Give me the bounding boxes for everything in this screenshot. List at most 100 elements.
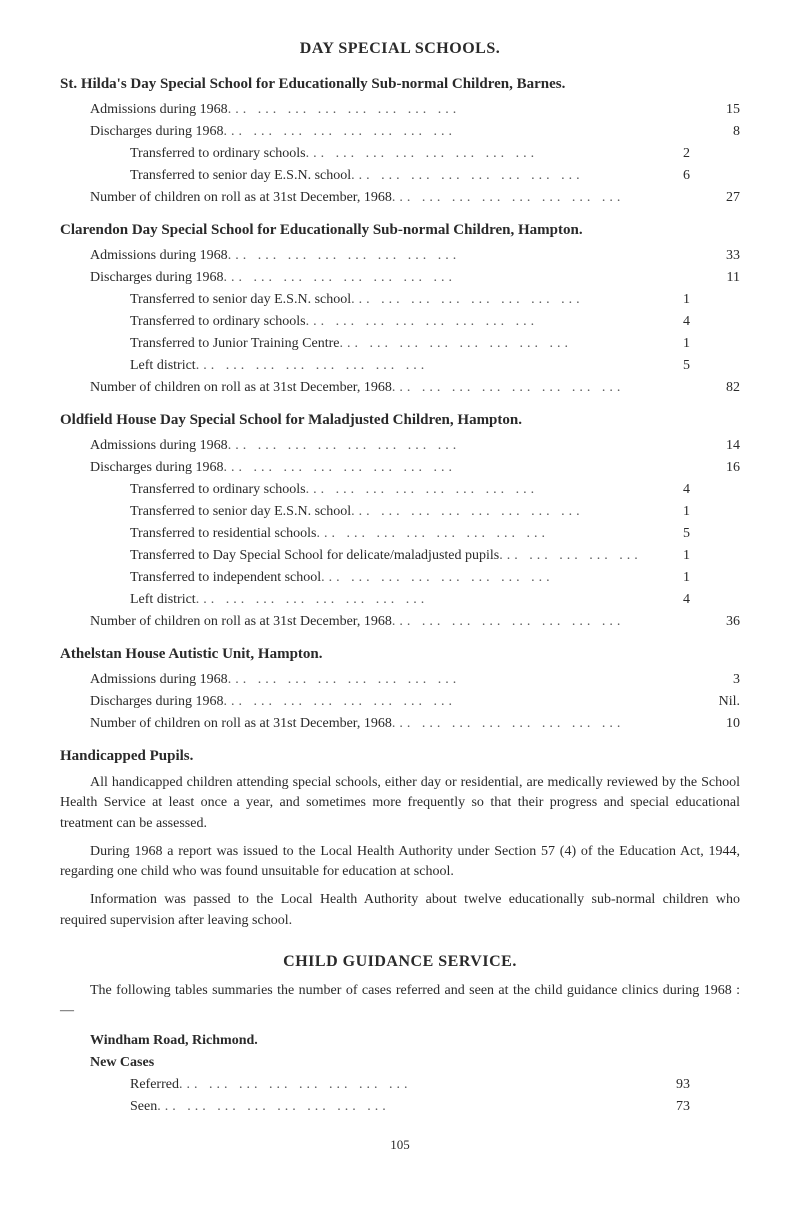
row-inner-value [640, 121, 690, 142]
row-inner-value: 4 [640, 589, 690, 610]
data-row: Transferred to independent school1 [60, 567, 740, 588]
data-row: Discharges during 1968 16 [60, 457, 740, 478]
leader-dots [228, 435, 640, 456]
data-row: Referred 93 [60, 1074, 740, 1095]
document-page: DAY SPECIAL SCHOOLS. St. Hilda's Day Spe… [0, 0, 800, 1183]
row-label: Admissions during 1968 [90, 669, 228, 690]
leader-dots [392, 377, 640, 398]
row-label: Transferred to Day Special School for de… [130, 545, 499, 566]
row-inner-value: 6 [640, 165, 690, 186]
row-outer-value [690, 143, 740, 164]
row-outer-value: 36 [690, 611, 740, 632]
row-outer-value: 14 [690, 435, 740, 456]
row-inner-value [640, 99, 690, 120]
data-row: Transferred to senior day E.S.N. school 1 [60, 289, 740, 310]
data-row: Transferred to ordinary schools4 [60, 479, 740, 500]
row-outer-value: 8 [690, 121, 740, 142]
row-inner-value: 93 [640, 1074, 690, 1095]
school-title: Clarendon Day Special School for Educati… [60, 222, 740, 239]
main-title: DAY SPECIAL SCHOOLS. [60, 40, 740, 58]
leader-dots [392, 713, 640, 734]
row-outer-value [690, 479, 740, 500]
row-outer-value [690, 501, 740, 522]
row-inner-value [640, 457, 690, 478]
row-outer-value [690, 1096, 740, 1117]
row-label: Discharges during 1968 [90, 457, 224, 478]
row-outer-value: 33 [690, 245, 740, 266]
row-label: Left district [130, 589, 196, 610]
data-row: Transferred to Day Special School for de… [60, 545, 740, 566]
data-row: Number of children on roll as at 31st De… [60, 611, 740, 632]
leader-dots [306, 311, 640, 332]
school-title: St. Hilda's Day Special School for Educa… [60, 76, 740, 93]
data-row: Discharges during 196811 [60, 267, 740, 288]
row-label: Number of children on roll as at 31st De… [90, 377, 392, 398]
row-inner-value: 1 [640, 289, 690, 310]
row-outer-value [690, 311, 740, 332]
row-label: Seen [130, 1096, 157, 1117]
row-inner-value [640, 713, 690, 734]
row-label: Transferred to independent school [130, 567, 321, 588]
row-label: Admissions during 1968 [90, 435, 228, 456]
data-row: Transferred to Junior Training Centre 1 [60, 333, 740, 354]
row-label: Discharges during 1968 [90, 121, 224, 142]
leader-dots [157, 1096, 640, 1117]
data-row: Transferred to senior day E.S.N. school 1 [60, 501, 740, 522]
row-outer-value: 10 [690, 713, 740, 734]
guidance-intro: The following tables summaries the numbe… [60, 981, 740, 1022]
row-inner-value [640, 611, 690, 632]
row-label: Transferred to senior day E.S.N. school [130, 501, 351, 522]
handicapped-title: Handicapped Pupils. [60, 748, 740, 765]
leader-dots [224, 121, 641, 142]
leader-dots [196, 355, 640, 376]
row-inner-value [640, 267, 690, 288]
row-inner-value: 1 [640, 333, 690, 354]
row-inner-value: 5 [640, 355, 690, 376]
data-row: Number of children on roll as at 31st De… [60, 377, 740, 398]
data-row: Discharges during 1968 Nil. [60, 691, 740, 712]
leader-dots [179, 1074, 640, 1095]
row-outer-value [690, 289, 740, 310]
guidance-location-row: Windham Road, Richmond. [60, 1030, 740, 1051]
schools-container: St. Hilda's Day Special School for Educa… [60, 76, 740, 734]
row-label: Number of children on roll as at 31st De… [90, 713, 392, 734]
row-label: Transferred to ordinary schools [130, 143, 306, 164]
leader-dots [321, 567, 640, 588]
data-row: Discharges during 1968 8 [60, 121, 740, 142]
school-title: Oldfield House Day Special School for Ma… [60, 412, 740, 429]
row-label: Transferred to Junior Training Centre [130, 333, 339, 354]
row-inner-value [640, 669, 690, 690]
row-label: Referred [130, 1074, 179, 1095]
leader-dots [228, 669, 640, 690]
row-outer-value: 16 [690, 457, 740, 478]
data-row: Admissions during 1968 3 [60, 669, 740, 690]
row-label: Transferred to senior day E.S.N. school [130, 289, 351, 310]
row-label: Number of children on roll as at 31st De… [90, 187, 392, 208]
row-inner-value: 1 [640, 501, 690, 522]
leader-dots [224, 457, 641, 478]
guidance-subhead: New Cases [90, 1052, 154, 1073]
row-label: Transferred to residential schools [130, 523, 317, 544]
row-outer-value: 82 [690, 377, 740, 398]
data-row: Transferred to residential schools5 [60, 523, 740, 544]
leader-dots [351, 289, 640, 310]
leader-dots [224, 691, 641, 712]
data-row: Number of children on roll as at 31st De… [60, 713, 740, 734]
row-inner-value [640, 187, 690, 208]
row-outer-value: Nil. [690, 691, 740, 712]
row-outer-value: 3 [690, 669, 740, 690]
leader-dots [499, 545, 640, 566]
row-label: Transferred to ordinary schools [130, 479, 306, 500]
leader-dots [228, 99, 640, 120]
data-row: Number of children on roll as at 31st De… [60, 187, 740, 208]
row-outer-value: 27 [690, 187, 740, 208]
leader-dots [392, 187, 640, 208]
row-inner-value: 2 [640, 143, 690, 164]
data-row: Left district 4 [60, 589, 740, 610]
data-row: Admissions during 196815 [60, 99, 740, 120]
leader-dots [339, 333, 640, 354]
data-row: Admissions during 1968 14 [60, 435, 740, 456]
row-label: Discharges during 1968 [90, 691, 224, 712]
row-outer-value [690, 545, 740, 566]
row-inner-value: 73 [640, 1096, 690, 1117]
